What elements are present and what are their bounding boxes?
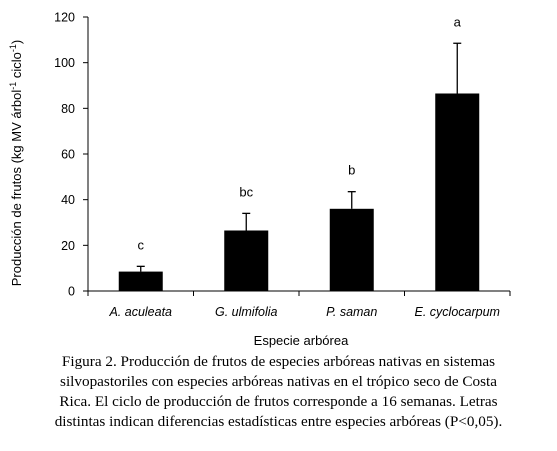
bar — [435, 93, 480, 291]
x-axis-title: Especie arbórea — [254, 333, 349, 348]
significance-letter: b — [348, 163, 355, 178]
y-tick-label: 0 — [68, 285, 75, 299]
significance-letter: c — [138, 237, 145, 252]
bar — [224, 230, 269, 291]
y-axis-title: Producción de frutos (kg MV árbol-1 cicl… — [8, 40, 24, 287]
axes — [83, 16, 511, 296]
x-tick-label: P. saman — [326, 305, 377, 319]
y-axis-title-main: Producción de frutos (kg MV árbol — [9, 90, 24, 287]
labels: 0 20 40 60 80 100 120 c A. aculeata bc G. ulmifoli… — [54, 11, 500, 320]
significance-letter: bc — [239, 184, 253, 199]
y-tick-label: 120 — [54, 11, 75, 25]
bars — [118, 42, 480, 291]
y-axis-title-end: ) — [9, 40, 24, 44]
y-tick-label: 40 — [61, 193, 75, 207]
y-tick-label: 60 — [61, 148, 75, 162]
figure-caption: Figura 2. Producción de frutos de especi… — [0, 352, 557, 432]
x-tick-label: A. aculeata — [108, 305, 172, 319]
x-tick-label: E. cyclocarpum — [415, 305, 500, 319]
y-axis-title-mid: ciclo — [9, 52, 24, 82]
y-tick-label: 80 — [61, 102, 75, 116]
bar — [329, 208, 374, 291]
bar-chart: 0 20 40 60 80 100 120 c A. aculeata bc G. ulmifoli… — [8, 11, 511, 348]
caption-line: Figura 2. Producción de frutos de especi… — [61, 353, 496, 370]
caption-line: silvopastoriles con especies arbóreas na… — [60, 373, 497, 390]
y-axis-title-sup1: -1 — [8, 82, 18, 90]
y-tick-label: 100 — [54, 56, 75, 70]
y-axis-title-sup2: -1 — [8, 44, 18, 52]
caption-line: Rica. El ciclo de producción de frutos c… — [59, 393, 498, 410]
significance-letter: a — [454, 14, 462, 29]
x-tick-label: G. ulmifolia — [215, 305, 278, 319]
bar — [118, 271, 163, 291]
caption-line: distintas indican diferencias estadístic… — [54, 413, 503, 430]
y-tick-label: 20 — [61, 239, 75, 253]
